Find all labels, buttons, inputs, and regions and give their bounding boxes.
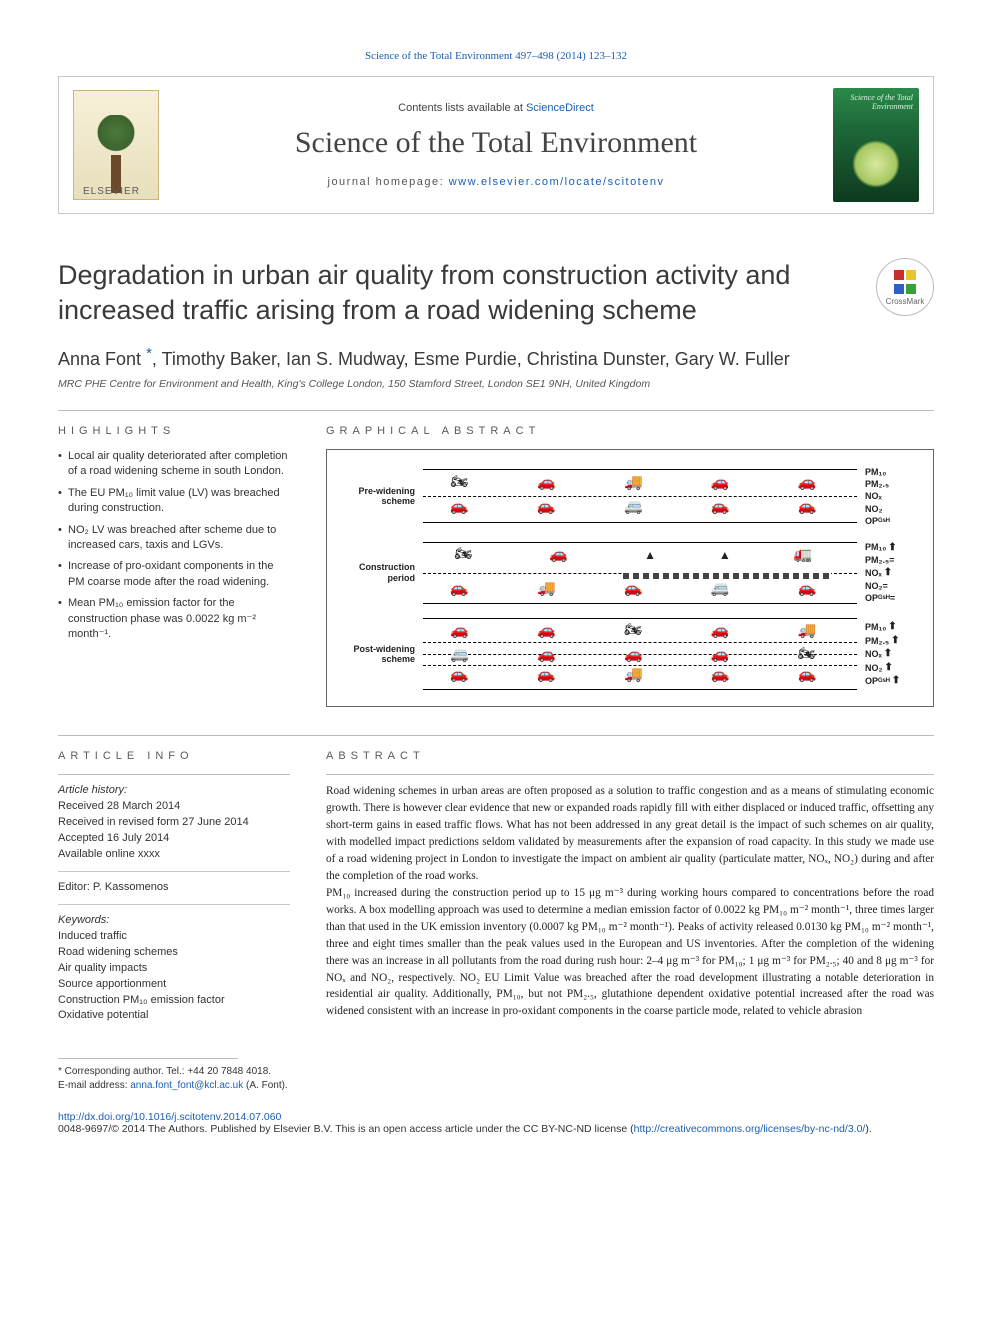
ga-road-post	[423, 618, 857, 690]
ga-legend-post: PM₁₀ PM₂.₅ NOₓ NO₂ OPᴳˢᴴ	[857, 620, 915, 688]
author-email-link[interactable]: anna.font_font@kcl.ac.uk	[130, 1080, 243, 1091]
ga-legend-construction: PM₁₀ PM₂.₅ NOₓ NO₂ OPᴳˢᴴ	[857, 541, 915, 604]
journal-name: Science of the Total Environment	[177, 126, 815, 160]
highlight-item: Mean PM₁₀ emission factor for the constr…	[58, 596, 290, 642]
ga-phase-label: Pre-widening scheme	[345, 486, 423, 507]
corresponding-author-footnote: * Corresponding author. Tel.: +44 20 784…	[58, 1065, 934, 1093]
crossmark-badge[interactable]: CrossMark	[876, 258, 934, 316]
highlight-item: The EU PM₁₀ limit value (LV) was breache…	[58, 486, 290, 517]
highlight-item: Increase of pro-oxidant components in th…	[58, 559, 290, 590]
author-list: Anna Font *, Timothy Baker, Ian S. Mudwa…	[58, 345, 934, 370]
highlights-list: Local air quality deteriorated after com…	[58, 449, 290, 642]
article-info-heading: ARTICLE INFO	[58, 750, 290, 762]
editor: Editor: P. Kassomenos	[58, 880, 290, 896]
article-info: Article history: Received 28 March 2014 …	[58, 783, 290, 1024]
keyword: Construction PM₁₀ emission factor	[58, 993, 290, 1009]
citation-link[interactable]: Science of the Total Environment 497–498…	[365, 50, 627, 62]
ga-road-pre	[423, 469, 857, 523]
article-history-label: Article history:	[58, 783, 290, 799]
ga-phase-label: Post-widening scheme	[345, 644, 423, 665]
keyword: Source apportionment	[58, 977, 290, 993]
journal-masthead: ELSEVIER Contents lists available at Sci…	[58, 76, 934, 214]
keyword: Air quality impacts	[58, 961, 290, 977]
author-affiliation: MRC PHE Centre for Environment and Healt…	[58, 378, 934, 390]
abstract-paragraph: Road widening schemes in urban areas are…	[326, 783, 934, 885]
keyword: Oxidative potential	[58, 1008, 290, 1024]
sciencedirect-link[interactable]: ScienceDirect	[526, 102, 594, 114]
crossmark-icon	[893, 269, 917, 281]
abstract-paragraph: PM₁₀ increased during the construction p…	[326, 885, 934, 1021]
abstract-heading: ABSTRACT	[326, 750, 934, 762]
crossmark-label: CrossMark	[886, 297, 925, 306]
online-date: Available online xxxx	[58, 847, 290, 863]
keyword: Road widening schemes	[58, 945, 290, 961]
received-date: Received 28 March 2014	[58, 799, 290, 815]
highlight-item: NO₂ LV was breached after scheme due to …	[58, 523, 290, 554]
page-footer: http://dx.doi.org/10.1016/j.scitotenv.20…	[58, 1111, 934, 1135]
license-link[interactable]: http://creativecommons.org/licenses/by-n…	[634, 1123, 866, 1135]
journal-citation: Science of the Total Environment 497–498…	[58, 50, 934, 62]
accepted-date: Accepted 16 July 2014	[58, 831, 290, 847]
revised-date: Received in revised form 27 June 2014	[58, 815, 290, 831]
article-title: Degradation in urban air quality from co…	[58, 258, 858, 327]
doi-link[interactable]: http://dx.doi.org/10.1016/j.scitotenv.20…	[58, 1111, 281, 1123]
journal-cover-thumbnail: Science of the Total Environment	[833, 88, 919, 202]
highlight-item: Local air quality deteriorated after com…	[58, 449, 290, 480]
keywords-label: Keywords:	[58, 913, 290, 929]
ga-road-construction: ▲▲	[423, 542, 857, 604]
crossmark-icon	[893, 283, 917, 295]
ga-legend-pre: PM₁₀ PM₂.₅ NOₓ NO₂ OPᴳˢᴴ	[857, 466, 915, 527]
graphical-abstract: Pre-widening scheme PM₁₀ PM₂.₅ NOₓ NO	[326, 449, 934, 707]
journal-homepage-link[interactable]: www.elsevier.com/locate/scitotenv	[449, 176, 665, 188]
homepage-line: journal homepage: www.elsevier.com/locat…	[177, 176, 815, 188]
graphical-abstract-heading: GRAPHICAL ABSTRACT	[326, 425, 934, 437]
publisher-logo	[73, 90, 159, 200]
corresponding-author-link[interactable]: *	[146, 345, 152, 362]
abstract-text: Road widening schemes in urban areas are…	[326, 783, 934, 1020]
ga-phase-label: Construction period	[345, 562, 423, 583]
publisher-logo-text: ELSEVIER	[83, 186, 140, 197]
highlights-heading: HIGHLIGHTS	[58, 425, 290, 437]
keyword: Induced traffic	[58, 929, 290, 945]
contents-line: Contents lists available at ScienceDirec…	[177, 102, 815, 114]
